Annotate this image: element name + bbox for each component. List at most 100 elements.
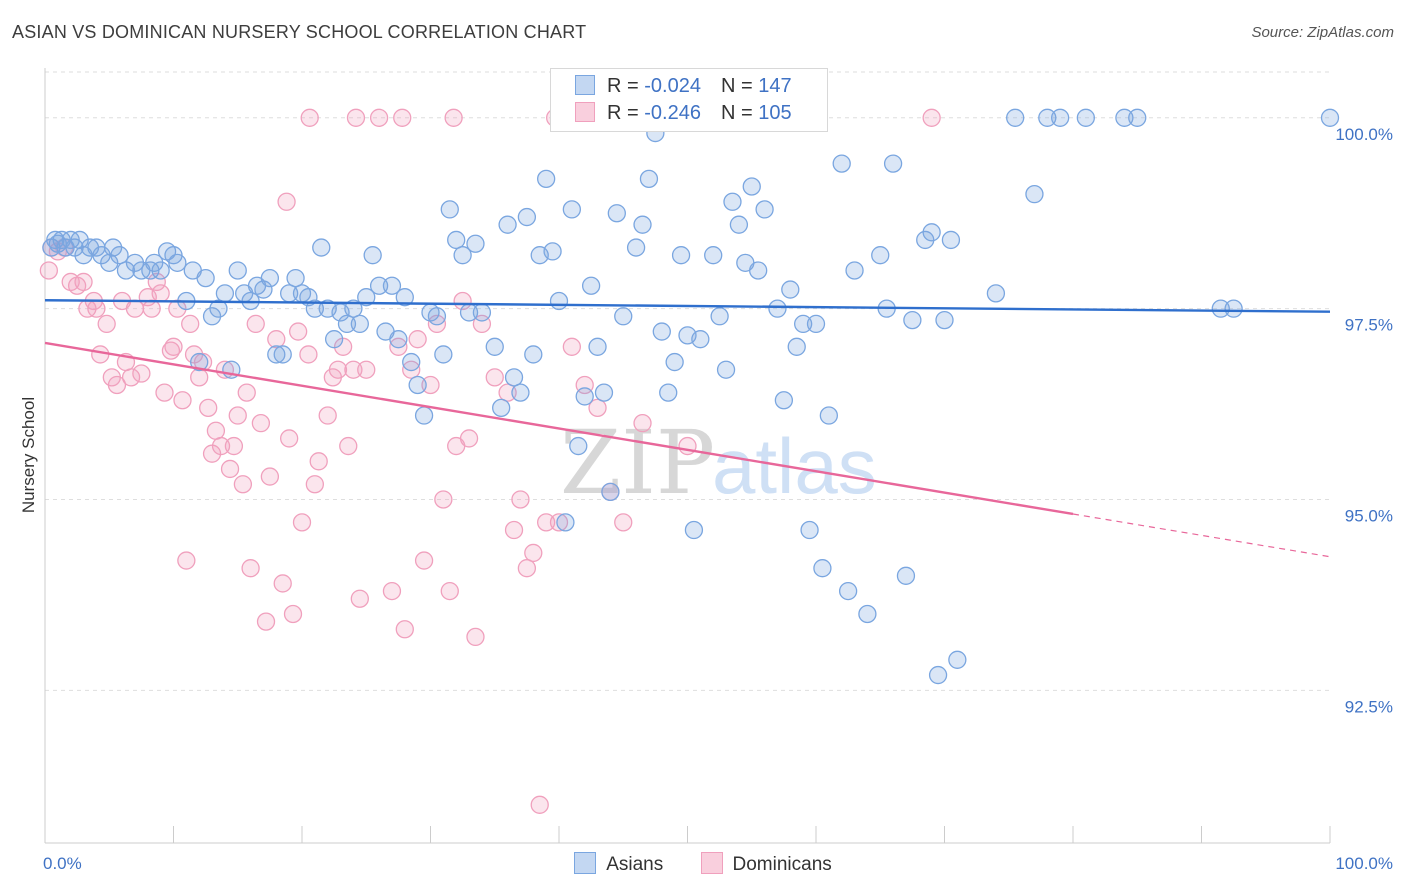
dominican-point <box>267 330 286 349</box>
asian-point <box>614 307 633 326</box>
dominican-point <box>562 337 581 356</box>
dominican-point <box>444 108 463 127</box>
asian-point <box>633 215 652 234</box>
asian-point <box>110 246 129 265</box>
asian-point <box>569 436 588 456</box>
asian-point <box>626 238 646 257</box>
dominican-point <box>511 490 530 509</box>
dominicans-label: Dominicans <box>732 854 832 875</box>
dominican-point <box>260 467 280 486</box>
dominican-point <box>328 360 348 379</box>
asian-point <box>273 345 292 364</box>
trend-lines <box>44 299 1331 558</box>
asian-point <box>800 520 819 540</box>
dominican-point <box>288 322 308 341</box>
asian-point <box>1006 108 1025 127</box>
asian-point <box>575 387 594 406</box>
asian-point <box>1038 108 1057 127</box>
asian-point <box>704 246 723 265</box>
asian-point <box>168 253 187 272</box>
source-label: Source: ZipAtlas.com <box>1251 24 1394 41</box>
asian-point <box>286 268 305 288</box>
asian-point <box>228 261 247 280</box>
legend-item-asians[interactable]: Asians <box>574 852 663 876</box>
dominican-n-value: 105 <box>758 102 792 124</box>
dominican-point <box>393 108 412 127</box>
asian-point <box>344 299 363 318</box>
asian-trend-line <box>44 299 1331 313</box>
dominican-point <box>39 261 59 280</box>
dominican-point <box>466 627 485 647</box>
asian-point <box>716 360 736 379</box>
dominican-point <box>199 398 218 418</box>
tick-labels: 100.0% 97.5% 95.0% 92.5% 0.0% 100.0% <box>43 125 1393 873</box>
legend-row-asians: R = -0.024 N = 147 <box>575 75 792 99</box>
dominican-point <box>549 513 569 532</box>
asian-point <box>948 650 967 669</box>
asian-point <box>729 215 749 234</box>
asian-point <box>504 368 524 387</box>
dominican-n-label: N = <box>720 102 759 124</box>
dominican-point <box>256 612 276 631</box>
dominican-point <box>453 291 472 311</box>
dominican-point <box>211 436 231 456</box>
asian-point <box>845 261 864 280</box>
dominican-point <box>237 383 256 402</box>
asian-point <box>1224 299 1243 318</box>
asian-swatch <box>575 75 595 95</box>
asian-point <box>350 314 369 334</box>
dominican-point <box>273 574 292 593</box>
asian-point <box>466 234 485 253</box>
grid-lines <box>45 71 1330 691</box>
asian-point <box>787 337 806 356</box>
dominican-r-label: R = <box>607 102 645 124</box>
asian-point <box>215 284 235 303</box>
y-tick-label: 92.5% <box>1345 697 1393 716</box>
asian-point <box>511 383 530 402</box>
asian-point <box>755 200 774 219</box>
dominican-point <box>300 108 319 127</box>
dominican-r-value: -0.246 <box>644 102 701 124</box>
asian-point <box>691 330 710 349</box>
dominican-point <box>292 513 312 532</box>
legend-row-dominicans: R = -0.246 N = 105 <box>575 102 792 126</box>
dominican-point <box>922 108 941 127</box>
dominican-point <box>251 413 271 433</box>
dominican-point <box>181 314 200 334</box>
asian-point <box>1025 184 1044 204</box>
asian-point <box>492 398 511 418</box>
dominican-point <box>414 551 434 570</box>
asian-point <box>305 299 325 318</box>
asian-point <box>70 230 89 250</box>
dominican-point <box>402 360 421 379</box>
asian-point <box>543 242 562 261</box>
dominican-point <box>504 520 524 540</box>
y-tick-label: 95.0% <box>1345 506 1393 525</box>
dominican-point <box>173 391 192 410</box>
watermark-atlas: atlas <box>712 422 877 510</box>
dominican-point <box>220 459 240 479</box>
dominican-points <box>39 108 941 814</box>
series-legend: Asians Dominicans <box>0 852 1406 876</box>
dominican-point <box>588 398 607 418</box>
y-tick-label: 97.5% <box>1345 316 1393 335</box>
watermark: ZIP atlas <box>560 411 877 514</box>
dominican-trend-line <box>44 341 1074 516</box>
asian-point <box>896 566 916 585</box>
dominican-point <box>305 475 325 494</box>
asian-point <box>267 345 286 364</box>
legend-item-dominicans[interactable]: Dominicans <box>700 852 832 876</box>
asian-point <box>858 604 877 624</box>
watermark-zip: ZIP <box>560 411 715 514</box>
dominican-point <box>206 421 226 440</box>
asian-point <box>871 246 890 265</box>
asian-point <box>382 276 402 295</box>
asian-point <box>337 314 357 334</box>
asian-point <box>652 322 671 341</box>
asian-point <box>562 200 581 219</box>
asian-point <box>414 406 434 425</box>
dominican-point <box>74 272 93 292</box>
dominican-point <box>517 559 537 578</box>
dominican-point <box>427 314 447 334</box>
asian-point <box>671 246 691 265</box>
